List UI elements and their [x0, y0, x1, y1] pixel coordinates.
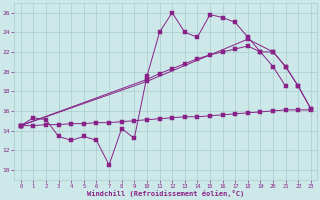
X-axis label: Windchill (Refroidissement éolien,°C): Windchill (Refroidissement éolien,°C) [87, 190, 244, 197]
